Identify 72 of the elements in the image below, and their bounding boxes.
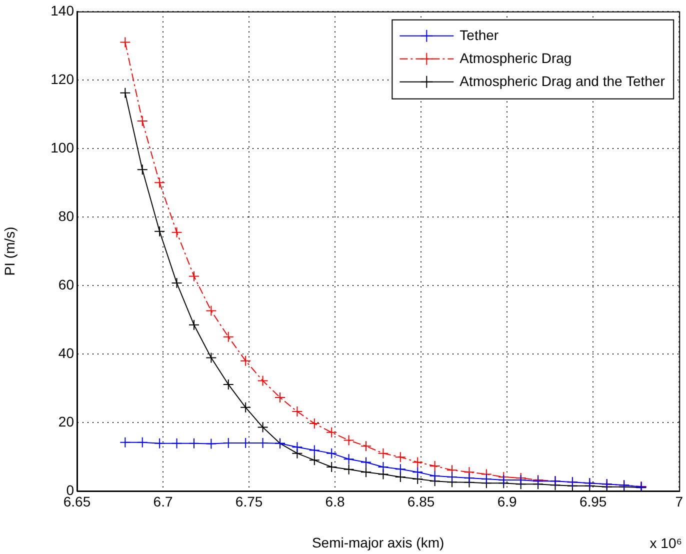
- point: [394, 464, 406, 475]
- point: [188, 270, 200, 282]
- point: [257, 422, 268, 433]
- point: [412, 456, 424, 468]
- point: [360, 456, 372, 468]
- point: [480, 474, 492, 485]
- x-tick-label: 6.9: [497, 493, 518, 510]
- y-tick-label: 140: [50, 2, 74, 18]
- point: [171, 226, 182, 238]
- legend-label: Atmospheric Drag and the Tether: [460, 72, 666, 89]
- x-axis-title: Semi-major axis (km): [312, 534, 444, 550]
- point: [120, 36, 131, 48]
- point: [326, 426, 338, 438]
- point: [308, 454, 320, 466]
- point: [429, 470, 440, 482]
- point: [360, 440, 372, 452]
- x-tick-label: 7: [675, 493, 684, 510]
- legend-label: Tether: [460, 26, 499, 43]
- y-tick-label: 0: [66, 482, 74, 498]
- y-tick-label: 60: [58, 276, 74, 292]
- point: [274, 392, 286, 403]
- point: [326, 462, 338, 473]
- point: [446, 471, 458, 482]
- x-tick-label: 6.95: [579, 493, 607, 510]
- point: [154, 226, 166, 237]
- y-tick-label: 100: [50, 139, 74, 156]
- point: [222, 378, 234, 390]
- legend-label: Atmospheric Drag: [460, 50, 572, 66]
- point: [206, 438, 217, 450]
- point: [171, 438, 182, 449]
- y-tick-label: 120: [50, 70, 74, 87]
- point: [171, 278, 182, 289]
- point: [394, 452, 406, 463]
- point: [308, 418, 320, 430]
- x-tick-label: 6.8: [325, 493, 345, 510]
- point: [343, 434, 354, 446]
- point: [120, 87, 131, 98]
- point: [136, 436, 148, 448]
- point: [136, 164, 148, 176]
- point: [188, 319, 200, 330]
- point: [308, 444, 320, 456]
- point: [154, 438, 166, 449]
- x-tick-label: 6.7: [153, 493, 173, 510]
- point: [412, 466, 424, 478]
- x-tick-label: 6.75: [235, 493, 263, 510]
- y-tick-label: 40: [58, 344, 74, 361]
- point: [343, 454, 354, 465]
- point: [394, 471, 406, 482]
- point: [257, 375, 268, 386]
- point: [343, 464, 354, 475]
- text: x 10⁶: [650, 535, 682, 551]
- point: [326, 448, 338, 459]
- point: [292, 442, 303, 453]
- point: [240, 355, 252, 366]
- point: [378, 448, 389, 459]
- point: [360, 466, 372, 478]
- point: [292, 406, 303, 418]
- point: [378, 462, 389, 473]
- point: [120, 436, 131, 448]
- point: [188, 438, 200, 449]
- point: [240, 402, 252, 413]
- point: [464, 472, 475, 484]
- y-axis-title: PI (m/s): [1, 226, 18, 276]
- point: [206, 305, 217, 316]
- point: [136, 116, 148, 127]
- y-tick-label: 20: [58, 413, 74, 430]
- x-tick-label: 6.85: [407, 493, 435, 510]
- point: [429, 460, 440, 472]
- point: [206, 352, 217, 364]
- point: [154, 177, 166, 188]
- point: [222, 331, 234, 342]
- y-tick-label: 80: [58, 208, 74, 224]
